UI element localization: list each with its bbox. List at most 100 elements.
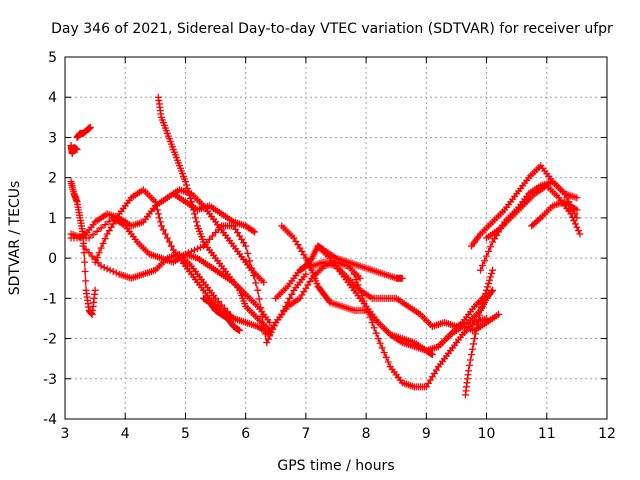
series-arc-r	[461, 266, 497, 399]
data-point-marker	[266, 318, 274, 326]
data-point-marker	[481, 257, 489, 265]
data-point-marker	[574, 227, 582, 235]
data-point-marker	[378, 344, 386, 352]
data-point-marker	[227, 311, 235, 319]
data-point-marker	[248, 264, 256, 272]
y-tick-label: 2	[48, 171, 57, 187]
data-point-marker	[267, 329, 275, 337]
data-point-marker	[380, 349, 388, 357]
data-point-marker	[97, 244, 105, 252]
data-point-marker	[468, 351, 475, 359]
y-tick-label: 1	[48, 211, 57, 227]
data-point-marker	[105, 217, 113, 225]
y-tick-label: 5	[48, 50, 57, 66]
series-arc-a	[67, 141, 81, 158]
data-point-marker	[73, 146, 81, 154]
data-point-marker	[167, 242, 175, 250]
series-arc-q	[434, 310, 503, 351]
data-point-marker	[254, 286, 262, 294]
data-point-marker	[94, 259, 102, 267]
data-point-marker	[480, 296, 488, 304]
data-point-marker	[97, 224, 105, 232]
data-point-marker	[479, 300, 487, 308]
plot-area-frame	[64, 56, 608, 420]
data-point-marker	[200, 242, 208, 250]
data-point-marker	[576, 230, 584, 238]
data-point-marker	[79, 242, 87, 250]
data-point-marker	[568, 213, 576, 221]
data-point-marker	[106, 266, 114, 274]
data-point-marker	[486, 276, 494, 284]
data-point-marker	[477, 306, 485, 314]
data-point-marker	[489, 286, 497, 294]
data-point-marker	[91, 286, 99, 294]
data-point-marker	[155, 214, 163, 222]
data-point-marker	[249, 227, 257, 235]
data-point-marker	[372, 329, 380, 337]
x-tick-label: 5	[181, 426, 190, 442]
data-point-marker	[469, 345, 477, 353]
data-point-marker	[266, 332, 274, 340]
data-point-marker	[209, 232, 217, 240]
y-tick-label: -2	[43, 332, 57, 348]
data-point-marker	[466, 356, 474, 364]
data-point-marker	[495, 310, 503, 318]
data-point-marker	[206, 235, 214, 243]
data-point-marker	[101, 235, 109, 243]
data-point-marker	[163, 234, 171, 242]
data-point-marker	[97, 262, 105, 270]
data-point-marker	[185, 191, 193, 199]
y-tick-label: 4	[48, 90, 57, 106]
x-axis-label: GPS time / hours	[277, 458, 394, 474]
data-point-marker	[384, 358, 392, 366]
data-point-marker	[464, 367, 472, 375]
data-point-marker	[535, 215, 543, 223]
data-point-marker	[246, 257, 254, 265]
data-point-marker	[161, 230, 169, 238]
x-tick-label: 10	[478, 426, 496, 442]
data-point-marker	[481, 293, 489, 301]
data-point-marker	[302, 270, 310, 278]
data-point-marker	[356, 274, 364, 282]
data-point-marker	[561, 190, 569, 198]
data-point-marker	[571, 220, 579, 228]
data-point-marker	[398, 274, 406, 282]
data-point-marker	[230, 314, 238, 322]
x-tick-label: 6	[241, 426, 250, 442]
data-point-marker	[473, 325, 481, 333]
data-point-marker	[212, 229, 220, 237]
data-point-marker	[182, 181, 190, 189]
data-point-marker	[260, 278, 268, 286]
x-tick-label: 8	[362, 426, 371, 442]
data-point-marker	[244, 249, 252, 257]
data-point-marker	[471, 335, 479, 343]
data-point-marker	[352, 276, 360, 284]
data-point-marker	[109, 268, 117, 276]
data-point-marker	[242, 242, 250, 250]
data-point-marker	[374, 335, 382, 343]
y-tick-label: 0	[48, 251, 57, 267]
data-point-marker	[93, 227, 101, 235]
y-tick-label: 3	[48, 130, 57, 146]
data-point-marker	[269, 325, 277, 333]
data-point-marker	[252, 279, 260, 287]
y-tick-label: -4	[43, 412, 57, 428]
data-point-marker	[483, 286, 491, 294]
data-point-marker	[236, 327, 244, 335]
data-point-marker	[362, 302, 370, 310]
x-tick-label: 7	[301, 426, 310, 442]
data-point-marker	[82, 277, 90, 285]
data-point-marker	[485, 280, 493, 288]
data-point-marker	[487, 273, 495, 281]
series-arc-f	[79, 242, 238, 322]
series-arc-c	[67, 178, 99, 318]
x-tick-labels: 3 4 5 6 7 8 9 10 11 12	[61, 426, 616, 442]
data-point-marker	[428, 351, 436, 359]
data-point-marker	[476, 311, 484, 319]
data-point-marker	[250, 272, 258, 280]
data-point-marker	[235, 326, 243, 334]
series-arc-p	[350, 270, 491, 391]
data-point-marker	[573, 223, 581, 231]
data-point-marker	[488, 288, 496, 296]
